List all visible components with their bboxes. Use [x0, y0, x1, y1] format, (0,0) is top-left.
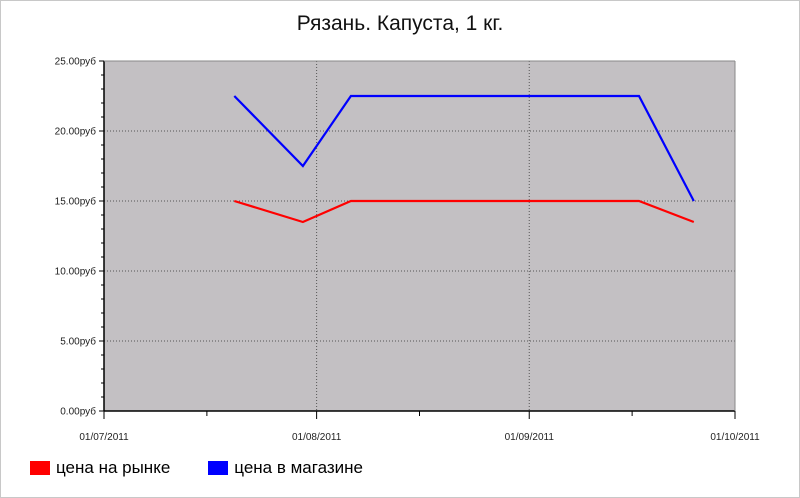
- x-tick-label: 01/07/2011: [79, 432, 129, 443]
- series-lines: [233, 94, 695, 224]
- axes: 0.00руб 5.00руб 10.00руб 15.00руб 20.00руб 25…: [55, 56, 760, 444]
- legend-swatch-store: [208, 461, 229, 475]
- chart-title: Рязань. Капуста, 1 кг.: [296, 12, 504, 35]
- y-tick-label: 5.00руб: [60, 336, 96, 348]
- x-tick-label: 01/08/2011: [292, 432, 342, 443]
- legend-label-market: цена на рынке: [56, 458, 171, 477]
- y-tick-label: 0.00руб: [60, 406, 96, 418]
- series-line-1: [233, 94, 695, 202]
- legend-swatch-market: [30, 461, 50, 475]
- y-tick-label: 20.00руб: [55, 126, 97, 138]
- y-tick-label: 25.00руб: [55, 56, 97, 68]
- legend: цена на рынке цена в магазине: [30, 458, 401, 478]
- legend-label-store: цена в магазине: [234, 458, 363, 477]
- plot-area: [104, 61, 735, 411]
- x-tick-label: 01/10/2011: [710, 432, 760, 443]
- y-tick-label: 10.00руб: [55, 266, 97, 278]
- legend-item-store: цена в магазине: [208, 458, 363, 478]
- x-tick-label: 01/09/2011: [505, 432, 555, 443]
- y-tick-label: 15.00руб: [55, 196, 97, 208]
- series-line-0: [233, 199, 695, 224]
- legend-item-market: цена на рынке: [30, 458, 170, 478]
